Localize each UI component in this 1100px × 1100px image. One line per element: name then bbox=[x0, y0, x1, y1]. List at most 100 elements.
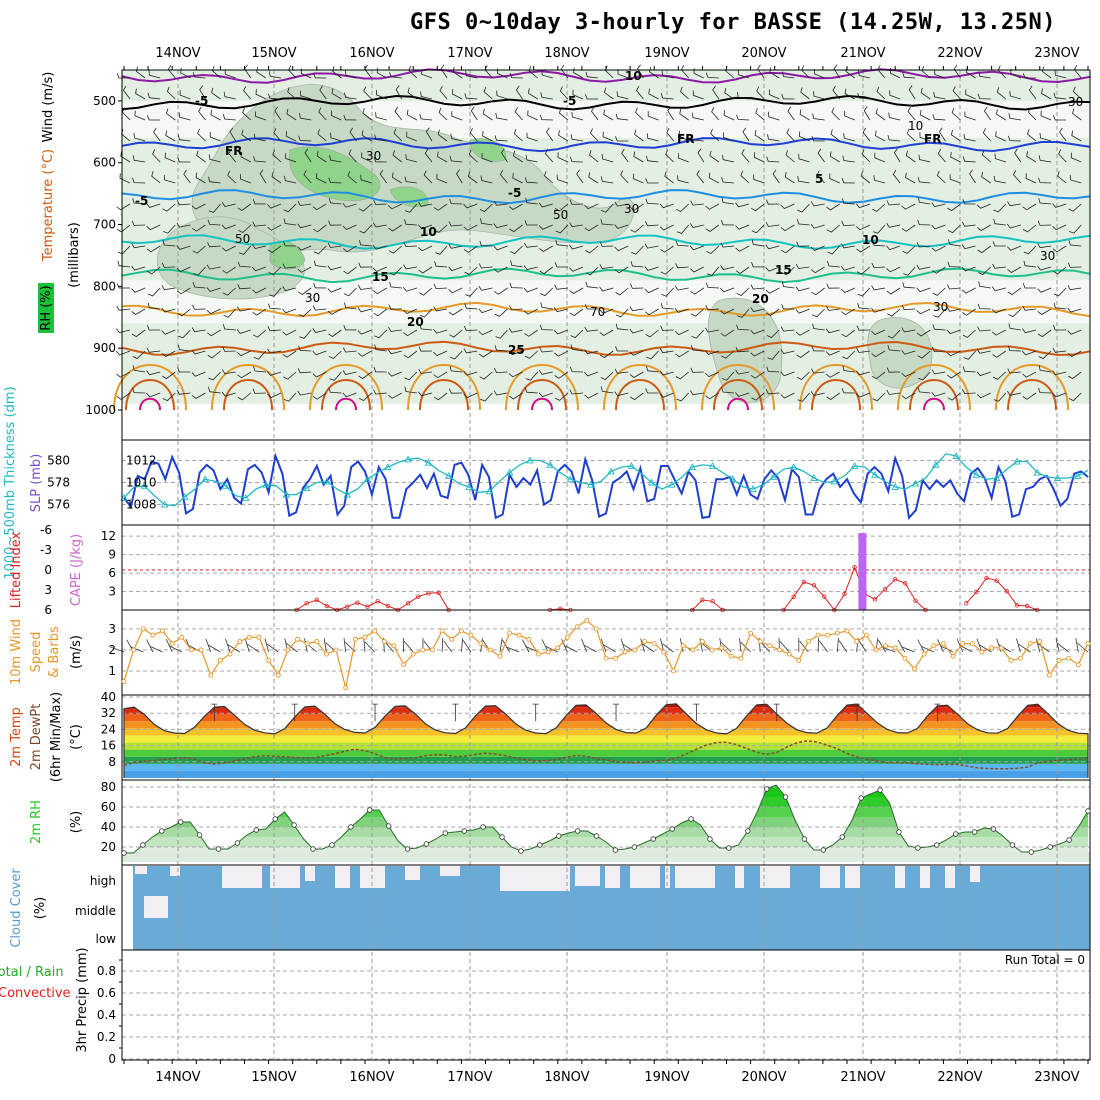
wind-barb bbox=[418, 368, 433, 374]
wind10-barb bbox=[264, 638, 269, 653]
wind-barb bbox=[132, 177, 146, 184]
wind-barb bbox=[387, 349, 402, 355]
isotherm-label: FR bbox=[924, 132, 941, 146]
ytick-label: 6 bbox=[108, 566, 116, 580]
wind-barb bbox=[810, 391, 825, 396]
wind-barb bbox=[751, 392, 765, 401]
wind-barb bbox=[750, 371, 765, 379]
wind-barb bbox=[222, 287, 236, 296]
wind10-point bbox=[256, 634, 262, 640]
wind-barb bbox=[238, 224, 252, 233]
wind-barb bbox=[387, 203, 402, 210]
wind-barb bbox=[902, 72, 916, 79]
wind-barb bbox=[722, 154, 735, 163]
wind-barb bbox=[1014, 148, 1022, 163]
wind-barb bbox=[1009, 90, 1022, 100]
isotherm-bl-contour bbox=[419, 379, 469, 411]
wind-barb bbox=[222, 266, 236, 274]
wind-barb bbox=[554, 284, 568, 290]
wind-barb bbox=[735, 224, 750, 230]
wind-barb bbox=[208, 386, 221, 394]
thickness-point bbox=[708, 462, 717, 469]
thickness-point bbox=[262, 480, 270, 488]
wind-barb bbox=[963, 133, 976, 142]
cloud-high-gap bbox=[735, 866, 744, 888]
li-point bbox=[811, 583, 817, 588]
rh2m-point bbox=[1009, 842, 1016, 848]
ytick-label: 800 bbox=[93, 279, 116, 293]
wind-barb bbox=[932, 324, 946, 331]
wind-barb bbox=[494, 367, 508, 374]
wind-barb bbox=[588, 172, 599, 184]
wind10-point bbox=[333, 647, 339, 653]
wind-barb bbox=[659, 224, 674, 231]
wind10-barb bbox=[225, 638, 231, 653]
ylabel-dewpt: 2m DewPt bbox=[29, 704, 44, 771]
wind-barb bbox=[267, 392, 282, 399]
ytick-label: 40 bbox=[101, 690, 116, 704]
wind-barb bbox=[901, 304, 916, 311]
wind-barb bbox=[524, 329, 538, 337]
isotherm-bl-contour bbox=[211, 364, 285, 411]
isotherm-bl-contour bbox=[113, 364, 187, 411]
wind-barb bbox=[116, 328, 131, 334]
wind-barb bbox=[267, 245, 282, 253]
thickness-point bbox=[363, 475, 372, 483]
wind-barb bbox=[947, 261, 961, 268]
wind-barb bbox=[599, 286, 614, 292]
minmax-marker bbox=[452, 703, 459, 722]
wind10-barb bbox=[403, 641, 414, 653]
wind10-point bbox=[410, 651, 416, 657]
wind-barb bbox=[178, 329, 191, 339]
panel-frame bbox=[121, 524, 1091, 611]
ylabel-wind10-speed: Speed bbox=[29, 632, 44, 673]
wind-barb bbox=[977, 245, 991, 254]
wind-barb bbox=[600, 371, 614, 381]
wind-barb bbox=[297, 200, 312, 206]
ylabel-wind10: 10m Wind bbox=[9, 619, 24, 685]
thickness-point bbox=[546, 460, 554, 468]
wind-barb bbox=[750, 329, 765, 335]
wind-barb bbox=[962, 199, 976, 205]
isotherm-bl-contour bbox=[713, 379, 763, 411]
wind-barb bbox=[328, 350, 342, 359]
wind-barb bbox=[283, 218, 297, 226]
wind-barb bbox=[403, 241, 417, 248]
rh-shade-mid bbox=[156, 216, 305, 300]
wind-barb bbox=[359, 239, 372, 247]
wind10-barb bbox=[760, 641, 771, 653]
wind-barb bbox=[765, 308, 780, 316]
wind-barb bbox=[872, 240, 886, 247]
wind-barb bbox=[425, 127, 433, 142]
wind-barb bbox=[434, 224, 448, 233]
wind-barb bbox=[161, 262, 176, 268]
wind-barb bbox=[676, 224, 690, 234]
wind-barb bbox=[569, 244, 584, 250]
wind-barb bbox=[767, 350, 780, 360]
isotherm-label: 5 bbox=[815, 172, 823, 186]
ytick-label: 580 bbox=[47, 453, 70, 467]
wind-barb bbox=[977, 303, 991, 310]
rh2m-point bbox=[215, 846, 222, 852]
wind-barb bbox=[297, 390, 312, 396]
wind-barb bbox=[494, 308, 508, 317]
wind10-barb bbox=[779, 641, 790, 653]
wind10-point bbox=[343, 685, 349, 691]
isotherm-bl-contour bbox=[517, 379, 567, 411]
wind-barb bbox=[206, 287, 221, 292]
wind-barb bbox=[765, 266, 780, 272]
wind-barb bbox=[132, 365, 146, 373]
rh2m-band bbox=[124, 827, 1088, 837]
wind-barb bbox=[345, 70, 357, 79]
wind-barb bbox=[237, 392, 252, 401]
li-point bbox=[913, 598, 918, 603]
wind-barb bbox=[996, 87, 1007, 100]
rh-label: 50 bbox=[553, 208, 568, 222]
day-label-top: 17NOV bbox=[447, 46, 492, 61]
isotherm-bl-contour bbox=[139, 397, 161, 411]
wind-barb bbox=[206, 264, 221, 270]
day-label-bottom: 22NOV bbox=[937, 1070, 982, 1085]
wind-barb bbox=[603, 87, 614, 100]
wind-barb bbox=[916, 242, 931, 248]
wind-barb bbox=[146, 392, 161, 398]
